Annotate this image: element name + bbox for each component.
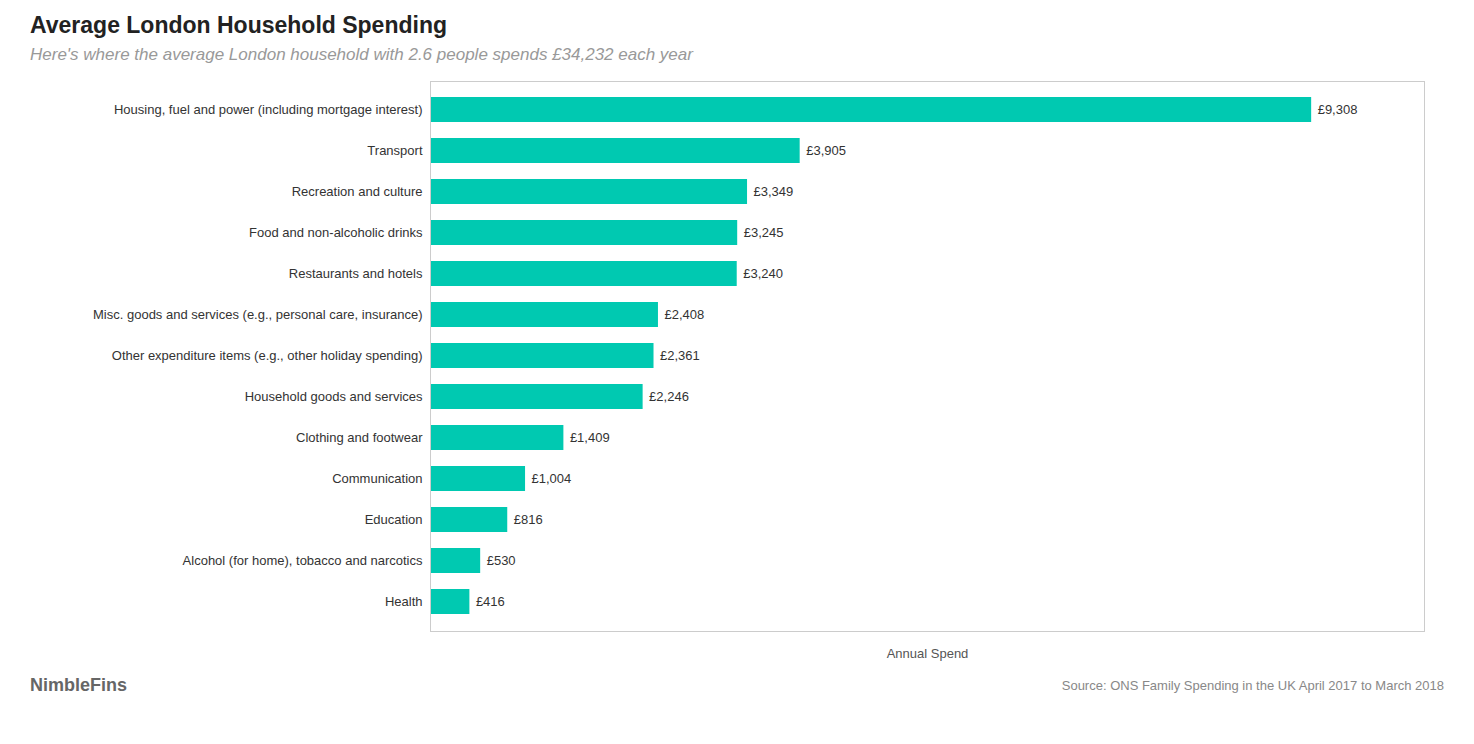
svg-text:£3,240: £3,240 [743,266,783,281]
svg-text:Health: Health [385,594,423,609]
svg-text:£2,246: £2,246 [649,389,689,404]
svg-text:Misc. goods and services (e.g.: Misc. goods and services (e.g., personal… [93,307,423,322]
svg-text:£9,308: £9,308 [1318,102,1358,117]
svg-text:£1,004: £1,004 [532,471,572,486]
svg-text:£1,409: £1,409 [570,430,610,445]
svg-text:£416: £416 [476,594,505,609]
svg-text:Alcohol (for home), tobacco an: Alcohol (for home), tobacco and narcotic… [183,553,423,568]
svg-text:£3,905: £3,905 [806,143,846,158]
svg-text:Clothing and footwear: Clothing and footwear [296,430,423,445]
svg-text:£2,361: £2,361 [660,348,700,363]
svg-text:Education: Education [365,512,423,527]
svg-text:£816: £816 [514,512,543,527]
svg-text:Recreation and culture: Recreation and culture [292,184,423,199]
html-text:Average London Household Spend: Average London Household Spending [30,12,447,38]
svg-text:£2,408: £2,408 [664,307,704,322]
svg-text:£3,349: £3,349 [754,184,794,199]
svg-text:Household goods and services: Household goods and services [245,389,423,404]
svg-text:£3,245: £3,245 [744,225,784,240]
svg-text:Transport: Transport [367,143,423,158]
svg-text:Annual Spend: Annual Spend [887,646,969,661]
html-text:Source: ONS Family Spending in: Source: ONS Family Spending in the UK Ap… [1061,678,1444,693]
svg-text:Food and non-alcoholic drinks: Food and non-alcoholic drinks [249,225,423,240]
svg-text:Restaurants and hotels: Restaurants and hotels [289,266,423,281]
svg-text:Communication: Communication [332,471,422,486]
html-text:NimbleFins: NimbleFins [30,675,127,695]
html-text:Here's where the average Londo: Here's where the average London househol… [30,45,693,64]
svg-text:Housing, fuel and power (inclu: Housing, fuel and power (including mortg… [114,102,423,117]
svg-text:£530: £530 [487,553,516,568]
svg-text:Other expenditure items (e.g.,: Other expenditure items (e.g., other hol… [112,348,423,363]
